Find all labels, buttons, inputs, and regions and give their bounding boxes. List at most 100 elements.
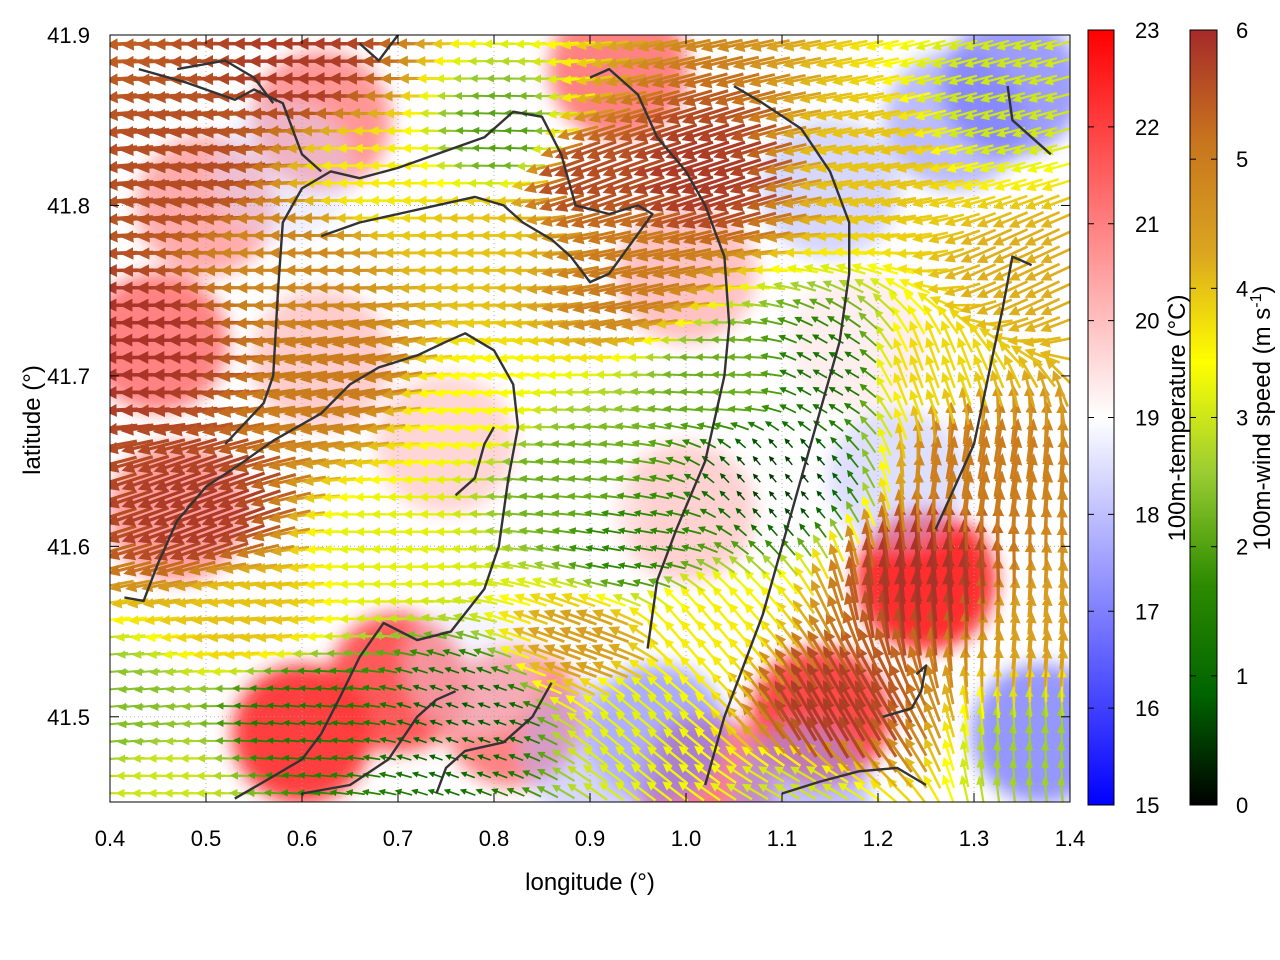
wind-arrow: [362, 719, 381, 727]
temperature-colorbar-tick-label: 16: [1135, 696, 1159, 721]
wind-arrow: [411, 771, 428, 779]
wind-arrow: [873, 645, 896, 689]
temperature-blob: [548, 35, 689, 140]
wind-speed-colorbar: 0 1 2 3 4 5 6 100m-wind speed (m s-1): [1189, 18, 1276, 818]
wind-arrow: [250, 719, 269, 727]
wind-colorbar-tick-label: 1: [1236, 664, 1248, 689]
wind-arrow: [477, 737, 491, 744]
wind-arrow: [976, 685, 986, 719]
x-tick-label: 1.3: [959, 826, 990, 851]
wind-arrow: [507, 683, 525, 692]
wind-arrow: [1041, 741, 1050, 769]
wind-arrow: [428, 754, 443, 761]
wind-arrow: [871, 663, 897, 707]
wind-arrow: [476, 754, 491, 761]
wind-arrow: [215, 702, 239, 710]
wind-arrow: [923, 682, 942, 722]
wind-arrow: [1041, 776, 1050, 802]
temperature-blob: [731, 723, 872, 802]
wind-arrow: [537, 734, 558, 746]
y-tick-label: 41.9: [47, 23, 90, 48]
wind-arrow: [890, 645, 911, 689]
wind-arrow: [853, 781, 882, 802]
wind-arrow: [678, 370, 703, 379]
wind-arrow: [694, 353, 719, 362]
wind-arrow: [396, 719, 412, 726]
wind-arrow: [678, 693, 705, 716]
wind-arrow: [460, 666, 476, 674]
wind-arrow: [743, 653, 769, 684]
wind-arrow: [346, 702, 365, 709]
wind-arrow: [597, 676, 626, 697]
wind-colorbar-label-sup: -1: [1248, 293, 1265, 307]
wind-arrow: [575, 661, 613, 678]
wind-arrow: [976, 723, 986, 752]
wind-arrow: [694, 370, 719, 379]
wind-arrow: [854, 716, 882, 759]
wind-arrow: [791, 631, 817, 670]
wind-arrow: [696, 620, 720, 648]
wind-arrow: [314, 684, 333, 692]
wind-arrow: [475, 788, 492, 797]
wind-arrow: [471, 109, 495, 118]
wind-arrow: [992, 723, 1002, 752]
wind-arrow: [487, 109, 511, 118]
wind-arrow: [412, 719, 427, 726]
wind-arrow: [822, 679, 850, 725]
wind-arrow: [551, 731, 576, 748]
wind-arrow: [412, 702, 427, 709]
wind-arrow: [695, 673, 721, 699]
wind-arrow: [231, 684, 255, 693]
wind-arrow: [774, 648, 802, 688]
temperature-colorbar-tick-label: 22: [1135, 115, 1159, 140]
wind-arrow: [710, 335, 736, 344]
wind-arrow: [757, 746, 786, 767]
wind-arrow: [662, 675, 689, 698]
wind-arrow: [854, 680, 882, 725]
plot-area: [109, 34, 1071, 803]
wind-arrow: [454, 109, 479, 118]
wind-arrow: [362, 702, 381, 709]
wind-arrow: [614, 781, 641, 802]
wind-arrow: [266, 719, 285, 727]
wind-arrow: [443, 788, 460, 796]
wind-arrow: [1008, 776, 1018, 802]
wind-arrow: [231, 754, 255, 763]
wind-arrow: [471, 144, 495, 152]
wind-arrow: [507, 770, 525, 779]
wind-arrow: [789, 766, 817, 783]
wind-arrow: [840, 628, 864, 672]
wind-arrow: [233, 719, 253, 727]
wind-arrow: [976, 705, 986, 736]
wind-arrow: [838, 697, 866, 742]
wind-arrow: [810, 596, 831, 634]
wind-arrow: [1041, 612, 1053, 653]
wind-arrow: [280, 789, 302, 797]
wind-arrow: [744, 603, 768, 630]
wind-arrow: [823, 629, 849, 671]
wind-arrow: [976, 758, 986, 787]
wind-arrow: [680, 602, 704, 630]
wind-arrow: [550, 714, 576, 731]
x-tick-label: 0.6: [287, 826, 318, 851]
wind-colorbar-tick-label: 0: [1236, 793, 1248, 818]
wind-arrow: [592, 661, 629, 679]
wind-arrow: [663, 656, 689, 682]
wind-arrow: [837, 763, 866, 785]
wind-arrow: [725, 725, 754, 752]
wind-arrow: [694, 335, 720, 344]
wind-arrow: [680, 637, 704, 665]
wind-arrow: [889, 663, 912, 707]
wind-arrow: [536, 769, 559, 781]
wind-arrow: [1025, 724, 1034, 752]
wind-arrow: [411, 788, 429, 796]
wind-arrow: [726, 335, 751, 344]
wind-arrow: [694, 709, 721, 733]
wind-arrow: [492, 754, 507, 761]
wind-arrow: [941, 774, 955, 802]
wind-arrow: [396, 701, 412, 709]
wind-arrow: [905, 681, 928, 723]
wind-arrow: [561, 678, 596, 696]
wind-arrow: [328, 667, 350, 675]
